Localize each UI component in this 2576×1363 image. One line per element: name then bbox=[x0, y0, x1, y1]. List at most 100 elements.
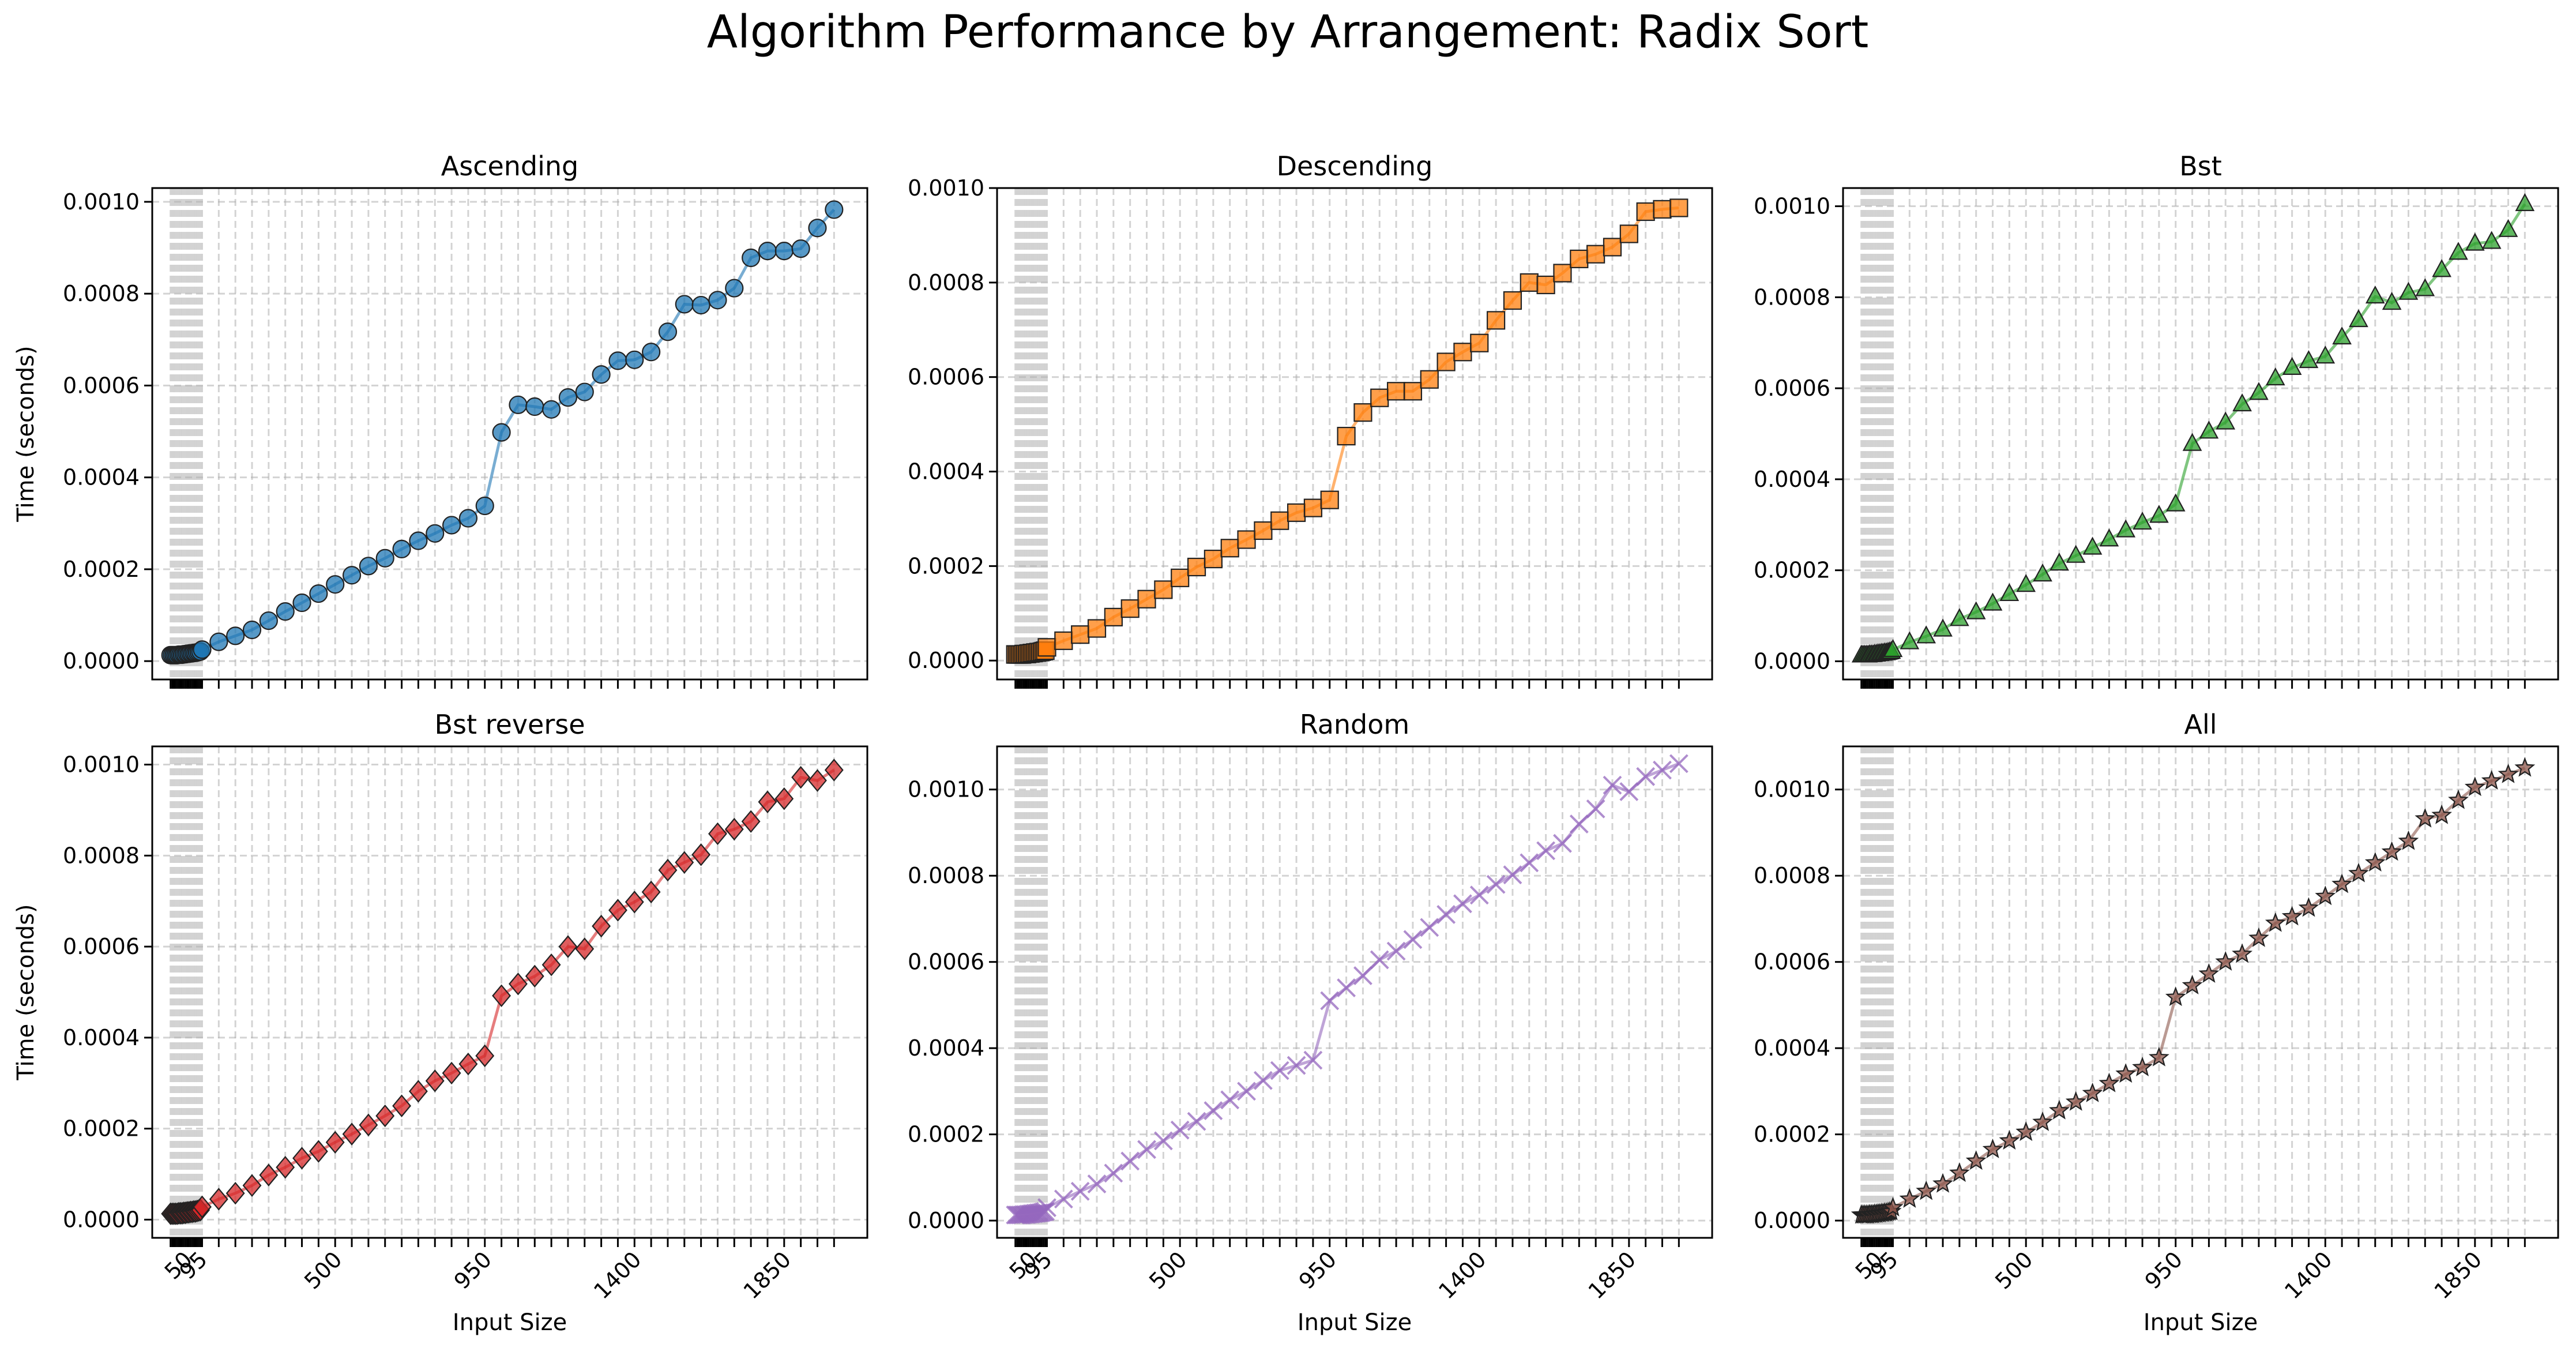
data-point bbox=[2415, 278, 2435, 296]
data-point bbox=[1320, 991, 1340, 1011]
data-point bbox=[1204, 1101, 1223, 1120]
data-point bbox=[425, 1069, 445, 1092]
data-point bbox=[209, 632, 228, 651]
x-tick-label: 1400 bbox=[1434, 1246, 1491, 1304]
data-point bbox=[1982, 1138, 2003, 1158]
data-point bbox=[608, 899, 627, 922]
data-point bbox=[309, 1140, 328, 1163]
data-point bbox=[259, 1163, 279, 1186]
data-point bbox=[276, 602, 295, 621]
data-point bbox=[1949, 1162, 1970, 1182]
data-point bbox=[1619, 782, 1639, 801]
data-point bbox=[1570, 249, 1589, 268]
data-point bbox=[2514, 757, 2536, 777]
data-point bbox=[1603, 238, 1622, 257]
y-tick-label: 0.0000 bbox=[1754, 1208, 1830, 1233]
data-point bbox=[774, 787, 794, 810]
x-tick-label: 500 bbox=[1144, 1246, 1191, 1294]
y-axis-label: Time (seconds) bbox=[13, 904, 39, 1080]
data-point bbox=[1966, 601, 1986, 619]
data-point bbox=[1370, 950, 1389, 970]
data-point bbox=[2082, 1082, 2103, 1102]
data-point bbox=[2099, 1072, 2120, 1092]
subplot-grid: Ascending0.00000.00020.00040.00060.00080… bbox=[13, 151, 2559, 1336]
data-point bbox=[2464, 776, 2485, 797]
data-point bbox=[2065, 1091, 2086, 1111]
data-point bbox=[2133, 512, 2152, 530]
data-point bbox=[1337, 978, 1356, 997]
data-point bbox=[2015, 1121, 2037, 1142]
y-axis: 0.0000 0.0002 0.0004 0.0006 0.0008 0.0010 bbox=[63, 752, 152, 1232]
x-tick-label: 1850 bbox=[739, 1246, 796, 1304]
data-point bbox=[342, 566, 362, 585]
data-point bbox=[259, 611, 278, 630]
data-point bbox=[2016, 574, 2036, 592]
data-point bbox=[1882, 1196, 1904, 1216]
y-tick-label: 0.0006 bbox=[63, 373, 140, 398]
data-point bbox=[2232, 943, 2253, 963]
data-point bbox=[2498, 219, 2518, 237]
x-tick-label: 950 bbox=[449, 1246, 497, 1294]
data-point bbox=[1900, 631, 1920, 649]
data-point bbox=[1054, 1189, 1073, 1209]
data-point bbox=[1536, 841, 1556, 861]
data-point bbox=[2132, 1056, 2153, 1076]
data-point bbox=[1036, 1201, 1055, 1221]
data-point bbox=[1204, 549, 1223, 569]
subplot-title: All bbox=[2184, 709, 2217, 740]
data-point bbox=[1883, 639, 1903, 658]
data-point bbox=[2182, 974, 2203, 994]
data-point bbox=[1070, 1181, 1090, 1201]
data-point bbox=[475, 496, 494, 516]
data-point bbox=[2099, 528, 2119, 547]
data-point bbox=[475, 1044, 495, 1068]
data-point bbox=[442, 516, 461, 535]
data-point bbox=[2115, 1063, 2137, 1083]
axes-frame bbox=[996, 745, 1713, 1239]
x-tick-label: 1850 bbox=[1584, 1246, 1641, 1304]
data-point bbox=[1965, 1150, 1987, 1170]
data-point bbox=[658, 322, 678, 341]
y-tick-label: 0.0002 bbox=[908, 1122, 984, 1147]
y-tick-label: 0.0006 bbox=[63, 934, 140, 959]
data-point bbox=[1187, 557, 1206, 577]
data-point bbox=[724, 817, 744, 841]
data-point bbox=[625, 350, 644, 369]
data-point bbox=[1137, 1140, 1156, 1159]
data-point bbox=[2265, 367, 2285, 386]
data-point bbox=[492, 423, 511, 442]
data-point bbox=[1916, 625, 1936, 644]
series-markers bbox=[1851, 757, 2536, 1224]
data-point bbox=[1916, 1180, 1937, 1200]
gridlines bbox=[152, 746, 867, 1238]
data-point bbox=[2364, 851, 2386, 872]
data-point bbox=[808, 769, 827, 792]
y-tick-label: 0.0006 bbox=[1754, 949, 1830, 975]
data-point bbox=[392, 1094, 411, 1117]
y-tick-label: 0.0010 bbox=[63, 752, 140, 778]
x-tick-label: 500 bbox=[1990, 1246, 2037, 1294]
y-tick-label: 0.0000 bbox=[908, 1208, 984, 1233]
data-point bbox=[2032, 1111, 2053, 1131]
x-tick-label: 500 bbox=[299, 1246, 347, 1294]
data-point bbox=[1337, 426, 1356, 446]
subplot-all: All 0.0000 0.0002 0.0004 0.0006 0.0008 0.0010 5… bbox=[1754, 709, 2559, 1336]
plot-area bbox=[1843, 746, 2558, 1238]
data-point bbox=[1653, 200, 1672, 219]
y-tick-label: 0.0008 bbox=[63, 281, 140, 306]
data-point bbox=[1220, 1090, 1240, 1110]
data-point bbox=[1636, 202, 1655, 221]
y-tick-label: 0.0000 bbox=[63, 1207, 140, 1232]
data-point bbox=[1237, 530, 1256, 549]
y-tick-label: 0.0010 bbox=[908, 175, 984, 201]
data-point bbox=[2415, 808, 2436, 828]
subplot-bst-reverse: Bst reverse0.00000.00020.00040.00060.000… bbox=[13, 709, 868, 1336]
data-point bbox=[1237, 1082, 1256, 1101]
data-point bbox=[458, 1052, 478, 1076]
data-point bbox=[1486, 874, 1506, 894]
data-point bbox=[1619, 224, 1638, 243]
y-tick-label: 0.0004 bbox=[63, 465, 140, 490]
data-point bbox=[2199, 420, 2219, 439]
data-point bbox=[592, 914, 611, 938]
data-point bbox=[2398, 281, 2419, 300]
